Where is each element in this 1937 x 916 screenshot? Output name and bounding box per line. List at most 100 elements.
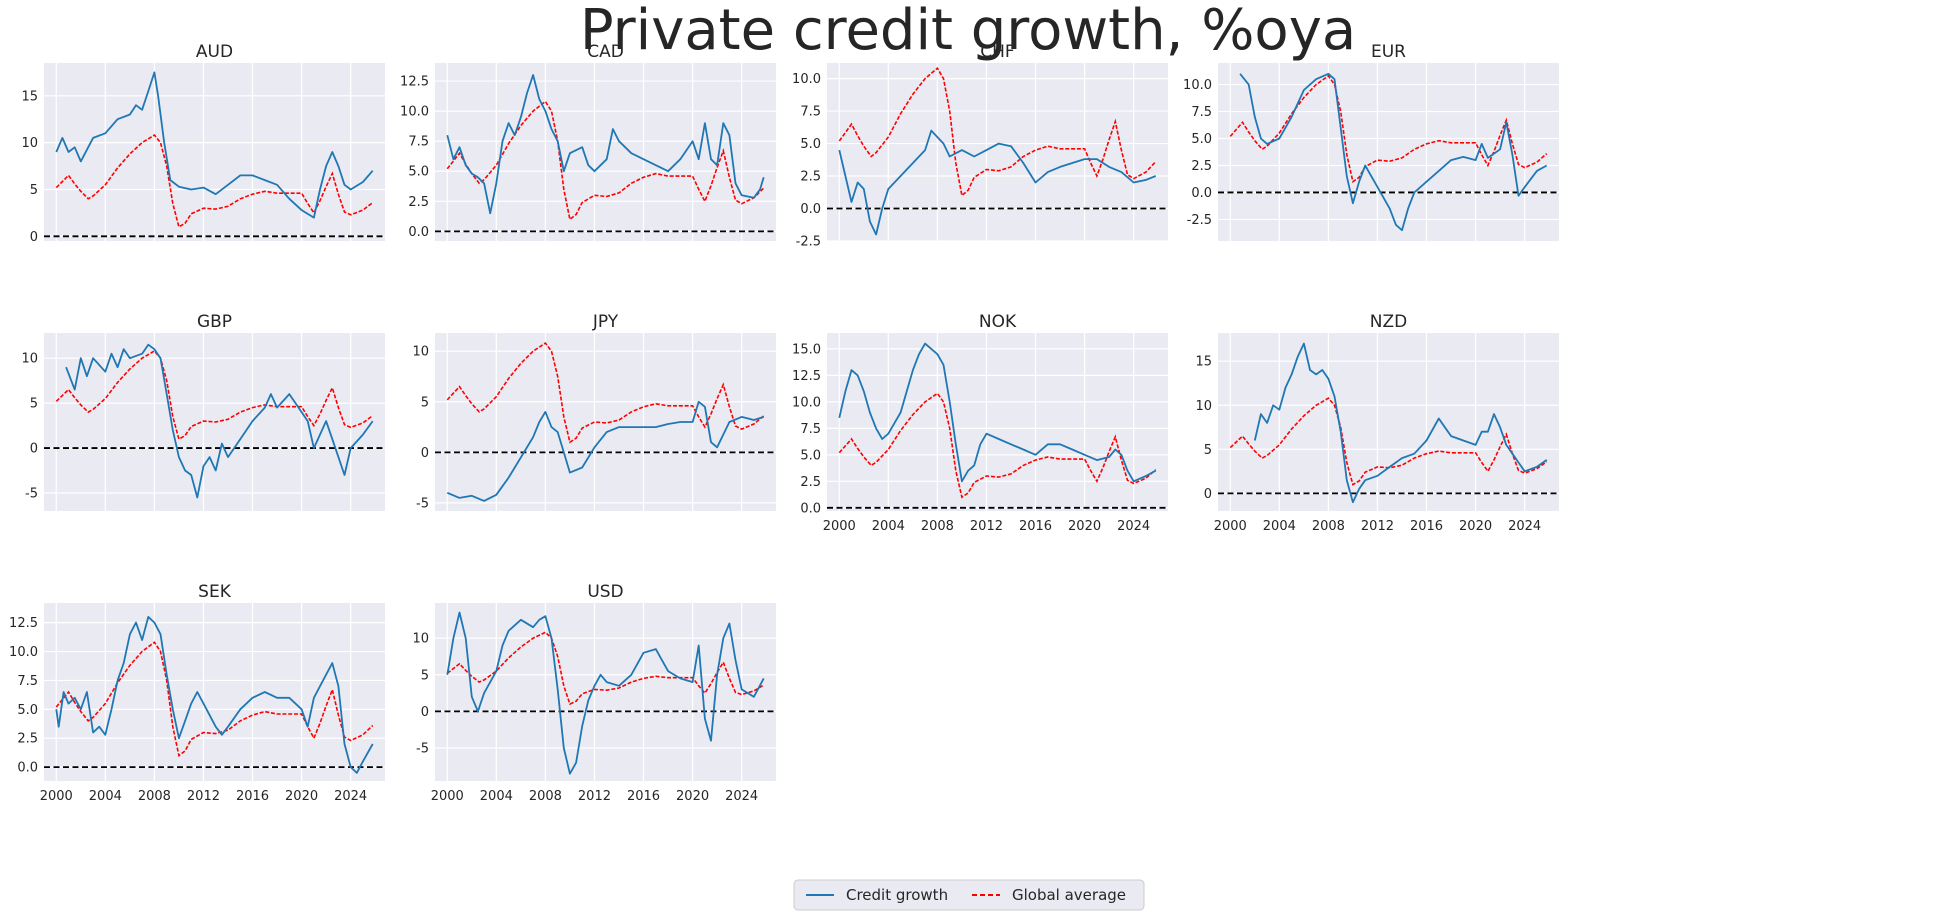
y-tick-label: 10.0 <box>792 72 821 87</box>
y-tick-label: 0 <box>421 446 429 461</box>
y-tick-label: 7.5 <box>800 422 821 437</box>
y-tick-label: 10.0 <box>9 645 38 660</box>
panel-nok: 0.0 2.5 5.0 7.5 10.0 12.5 15.0 NOK 2000 2004 2008 2… <box>792 312 1168 534</box>
y-tick-label: 0.0 <box>800 501 821 516</box>
y-tick-label: 7.5 <box>1191 105 1212 120</box>
y-tick-label: 2.5 <box>17 732 38 747</box>
x-tick-label: 2000 <box>40 789 73 804</box>
y-tick-label: 10 <box>21 136 38 151</box>
legend: Credit growth Global average <box>794 880 1144 910</box>
panel-title: JPY <box>592 312 619 332</box>
chart-figure: Private credit growth, %oya 051015AUD0.0… <box>0 0 1937 916</box>
panel-background <box>435 333 776 511</box>
y-tick-label: 10.0 <box>400 105 429 120</box>
x-tick-label: 2012 <box>187 789 220 804</box>
y-tick-label: 10 <box>412 345 429 360</box>
y-tick-label: 0 <box>30 442 38 457</box>
y-tick-label: 15 <box>21 89 38 104</box>
x-tick-label: 2016 <box>236 789 269 804</box>
y-tick-label: 10.0 <box>792 395 821 410</box>
x-tick-label: 2020 <box>1068 519 1101 534</box>
x-tick-label: 2008 <box>921 519 954 534</box>
y-tick-label: -2.5 <box>1187 213 1212 228</box>
panel-nzd: 0 5 10 15 NZD 2000 2004 2008 2012 2016 2020 2024 <box>1195 312 1559 534</box>
x-tick-label: 2016 <box>1410 519 1443 534</box>
panel-background <box>435 63 776 241</box>
panel-title: USD <box>587 582 623 602</box>
y-tick-label: 5.0 <box>800 137 821 152</box>
y-tick-label: 2.5 <box>1191 159 1212 174</box>
y-tick-label: 5 <box>1204 443 1212 458</box>
panel-jpy: -5 0 5 10 JPY <box>412 312 776 511</box>
y-tick-label: -2.5 <box>796 235 821 250</box>
y-tick-label: -5 <box>416 496 429 511</box>
x-tick-label: 2024 <box>334 789 367 804</box>
panel-cad: 0.0 2.5 5.0 7.5 10.0 12.5 CAD <box>400 42 776 241</box>
panel-title: CHF <box>980 42 1014 62</box>
y-tick-label: 10 <box>412 632 429 647</box>
y-tick-label: 10 <box>1195 399 1212 414</box>
y-tick-label: 5.0 <box>17 703 38 718</box>
x-tick-label: 2008 <box>1312 519 1345 534</box>
panel-background <box>44 63 385 241</box>
y-tick-label: 7.5 <box>408 135 429 150</box>
y-tick-label: 0.0 <box>408 225 429 240</box>
x-tick-label: 2004 <box>480 789 513 804</box>
y-tick-label: 0.0 <box>800 202 821 217</box>
y-tick-label: 5 <box>30 397 38 412</box>
y-tick-label: 10 <box>21 352 38 367</box>
x-tick-label: 2004 <box>89 789 122 804</box>
legend-label-global-average: Global average <box>1012 886 1126 904</box>
figure-title: Private credit growth, %oya <box>580 0 1356 63</box>
y-tick-label: 12.5 <box>792 369 821 384</box>
y-tick-label: 10.0 <box>1183 78 1212 93</box>
y-tick-label: -5 <box>25 487 38 502</box>
y-tick-label: 0 <box>1204 487 1212 502</box>
panel-usd: -5 0 5 10 USD 2000 2004 2008 2012 2016 2020 2024 <box>412 582 776 804</box>
panel-title: EUR <box>1371 42 1406 62</box>
y-tick-label: 0 <box>30 230 38 245</box>
y-tick-label: 2.5 <box>800 475 821 490</box>
y-tick-label: 5 <box>421 395 429 410</box>
y-tick-label: 2.5 <box>408 195 429 210</box>
y-tick-label: 0 <box>421 705 429 720</box>
x-tick-label: 2020 <box>676 789 709 804</box>
x-tick-label: 2008 <box>529 789 562 804</box>
y-tick-label: 12.5 <box>400 75 429 90</box>
x-tick-label: 2000 <box>1214 519 1247 534</box>
panel-background <box>435 603 776 781</box>
x-tick-label: 2012 <box>578 789 611 804</box>
y-tick-label: 5 <box>421 668 429 683</box>
x-tick-label: 2004 <box>1263 519 1296 534</box>
panel-title: SEK <box>198 582 232 602</box>
y-tick-label: 0.0 <box>1191 186 1212 201</box>
panel-title: GBP <box>197 312 232 332</box>
y-tick-label: 5 <box>30 183 38 198</box>
panel-aud: 0 5 10 15 AUD <box>21 42 385 245</box>
legend-label-credit-growth: Credit growth <box>846 886 948 904</box>
x-tick-label: 2020 <box>285 789 318 804</box>
y-tick-label: 12.5 <box>9 616 38 631</box>
x-tick-label: 2004 <box>872 519 905 534</box>
panel-gbp: -5 0 5 10 GBP <box>21 312 385 511</box>
y-tick-label: 15.0 <box>792 342 821 357</box>
y-tick-label: 15 <box>1195 355 1212 370</box>
x-tick-label: 2008 <box>138 789 171 804</box>
panel-background <box>1218 333 1559 511</box>
figure: Private credit growth, %oya 0 5 10 15 AUD 0.0… <box>0 0 1937 916</box>
y-tick-label: 0.0 <box>17 761 38 776</box>
panel-background <box>827 63 1168 241</box>
panel-title: CAD <box>587 42 624 62</box>
x-tick-label: 2012 <box>1361 519 1394 534</box>
y-tick-label: 5.0 <box>1191 132 1212 147</box>
x-tick-label: 2020 <box>1459 519 1492 534</box>
panel-title: NZD <box>1370 312 1407 332</box>
panel-eur: -2.5 0.0 2.5 5.0 7.5 10.0 EUR <box>1183 42 1559 241</box>
y-tick-label: -5 <box>416 742 429 757</box>
x-tick-label: 2012 <box>970 519 1003 534</box>
panel-sek: 0.0 2.5 5.0 7.5 10.0 12.5 SEK 2000 2004 2008 2012 2… <box>9 582 385 804</box>
panel-background <box>44 603 385 781</box>
y-tick-label: 5.0 <box>408 165 429 180</box>
x-tick-label: 2016 <box>1019 519 1052 534</box>
panel-title: NOK <box>979 312 1017 332</box>
